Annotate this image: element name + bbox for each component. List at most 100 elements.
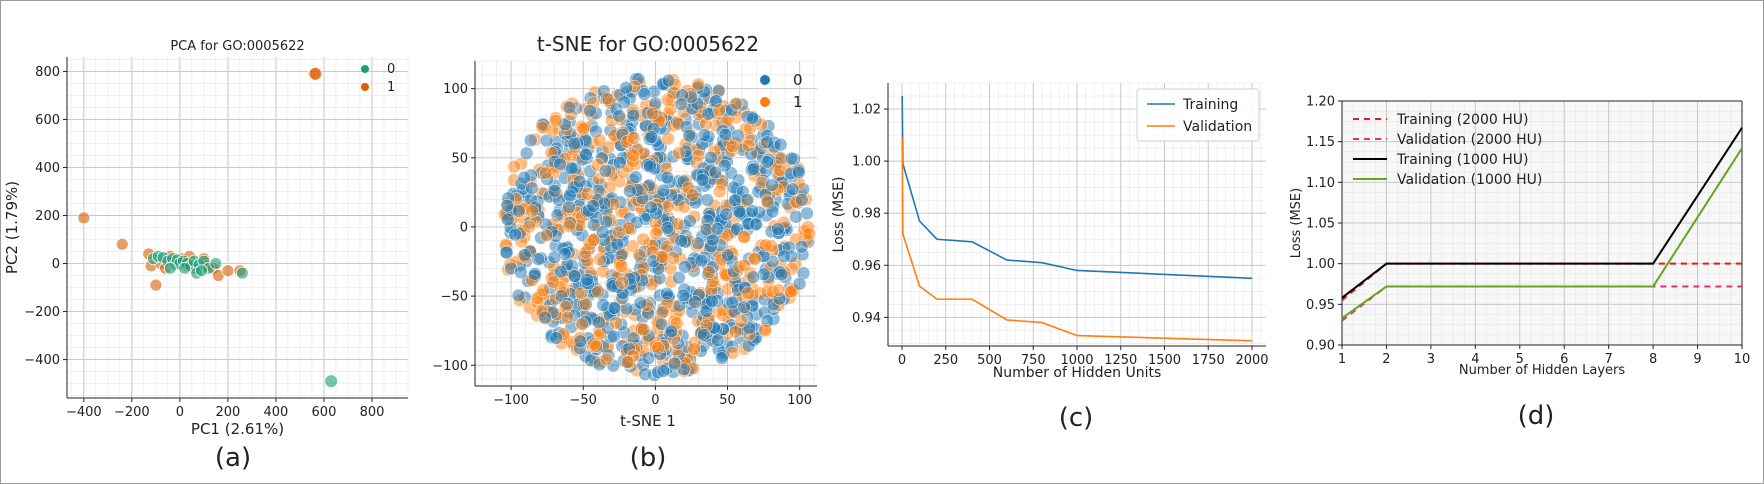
x-tick-label: −100 (493, 393, 529, 408)
x-tick-label: 10 (1734, 352, 1751, 367)
data-point-class-1 (614, 259, 629, 273)
data-point-class-1 (620, 355, 635, 369)
legend-label-validation: Validation (1183, 119, 1252, 135)
data-point-class-0 (587, 218, 601, 232)
data-point-class-0 (660, 286, 674, 301)
data-point-class-1 (702, 265, 716, 279)
x-tick-label: 6 (1560, 352, 1568, 367)
data-point-class-0 (740, 193, 755, 207)
data-point-class-0 (501, 212, 515, 227)
x-tick-label: 8 (1649, 352, 1657, 367)
x-tick-label: 5 (1516, 352, 1524, 367)
x-tick-label: 200 (215, 405, 240, 420)
data-point-class-0 (500, 198, 515, 213)
data-point-class-0 (644, 200, 658, 215)
data-point-class-1 (612, 225, 626, 240)
data-point-class-0 (580, 272, 594, 287)
data-point-class-0 (583, 104, 597, 118)
data-point-class-1 (575, 317, 589, 332)
legend-label-0: 0 (793, 71, 803, 89)
series-line-validation-1000-hu (1341, 147, 1743, 319)
data-point-class-1 (802, 226, 816, 241)
data-point-class-0 (619, 81, 633, 95)
x-tick-label: 2000 (1235, 353, 1268, 368)
data-point-class-0 (596, 298, 610, 312)
x-tick-label: 1000 (1060, 353, 1093, 368)
x-tick-label: −50 (570, 393, 597, 408)
data-point-class-1 (655, 250, 670, 264)
data-point-class-0 (674, 97, 689, 111)
x-tick-label: 250 (933, 353, 958, 368)
data-point-class-0 (771, 222, 785, 236)
series-line-validation (901, 137, 1253, 342)
data-point-class-0 (794, 240, 809, 254)
x-tick-label: 9 (1693, 352, 1701, 367)
data-point-class-0 (760, 135, 774, 149)
data-point-class-0 (499, 245, 514, 260)
y-tick-label: −50 (441, 290, 468, 305)
data-point-class-1 (759, 238, 773, 253)
data-point-class-0 (195, 264, 208, 278)
series-line-training (901, 96, 1253, 280)
data-point-class-0 (732, 204, 747, 219)
data-point-class-0 (719, 207, 733, 222)
data-point-class-0 (760, 155, 775, 169)
data-point-class-0 (547, 184, 562, 198)
data-point-class-1 (737, 230, 751, 244)
data-point-class-1 (589, 339, 604, 353)
data-point-class-0 (785, 182, 800, 196)
data-point-class-0 (728, 193, 742, 207)
data-point-class-0 (676, 288, 691, 303)
data-point-class-1 (758, 323, 773, 338)
y-tick-label: 0.90 (1306, 339, 1335, 354)
data-point-class-1 (713, 184, 727, 199)
data-point-class-1 (626, 148, 640, 162)
x-tick-label: 1500 (1148, 353, 1181, 368)
y-tick-label: 0 (460, 220, 468, 235)
data-point-class-1 (737, 258, 752, 273)
data-point-class-0 (579, 147, 593, 162)
data-point-class-0 (682, 128, 697, 143)
data-point-class-1 (536, 283, 551, 298)
data-point-class-1 (672, 146, 686, 160)
chart-b-xlabel: t-SNE 1 (620, 412, 676, 430)
y-tick-label: 400 (35, 161, 60, 176)
x-tick-label: 400 (264, 405, 289, 420)
data-point-class-0 (514, 265, 528, 279)
data-point-class-0 (644, 130, 659, 144)
data-point-class-0 (626, 108, 641, 123)
legend-marker-1 (760, 97, 770, 107)
data-point-class-0 (235, 266, 249, 280)
y-tick-label: 1.02 (852, 103, 881, 118)
data-point-class-0 (565, 161, 579, 176)
data-point-class-1 (548, 113, 563, 128)
series-line-training-1000-hu (1341, 127, 1743, 299)
data-point-class-0 (567, 269, 582, 283)
data-point-class-1 (636, 232, 650, 247)
data-point-class-0 (708, 165, 723, 180)
data-point-class-0 (704, 150, 718, 165)
data-point-class-1 (771, 283, 786, 297)
data-point-class-0 (765, 178, 779, 192)
data-point-class-0 (705, 294, 719, 309)
data-point-class-1 (729, 96, 744, 111)
data-point-class-0 (695, 173, 710, 187)
data-point-class-1 (308, 66, 323, 81)
data-point-class-1 (645, 106, 660, 121)
data-point-class-1 (574, 286, 589, 301)
data-point-class-0 (773, 137, 788, 152)
chart-d-xlabel: Number of Hidden Layers (1459, 363, 1626, 378)
chart-c-ylabel: Loss (MSE) (831, 177, 847, 253)
data-point-class-1 (760, 194, 775, 208)
data-point-class-1 (538, 166, 553, 180)
data-point-class-0 (637, 87, 652, 101)
data-point-class-1 (576, 121, 591, 136)
data-point-class-0 (746, 270, 760, 284)
chart-a-xlabel: PC1 (2.61%) (191, 420, 284, 438)
data-point-class-0 (641, 351, 656, 365)
data-point-class-1 (77, 211, 91, 225)
caption-a: (a) (215, 443, 251, 473)
data-point-class-0 (554, 264, 568, 279)
data-point-class-0 (660, 170, 675, 185)
